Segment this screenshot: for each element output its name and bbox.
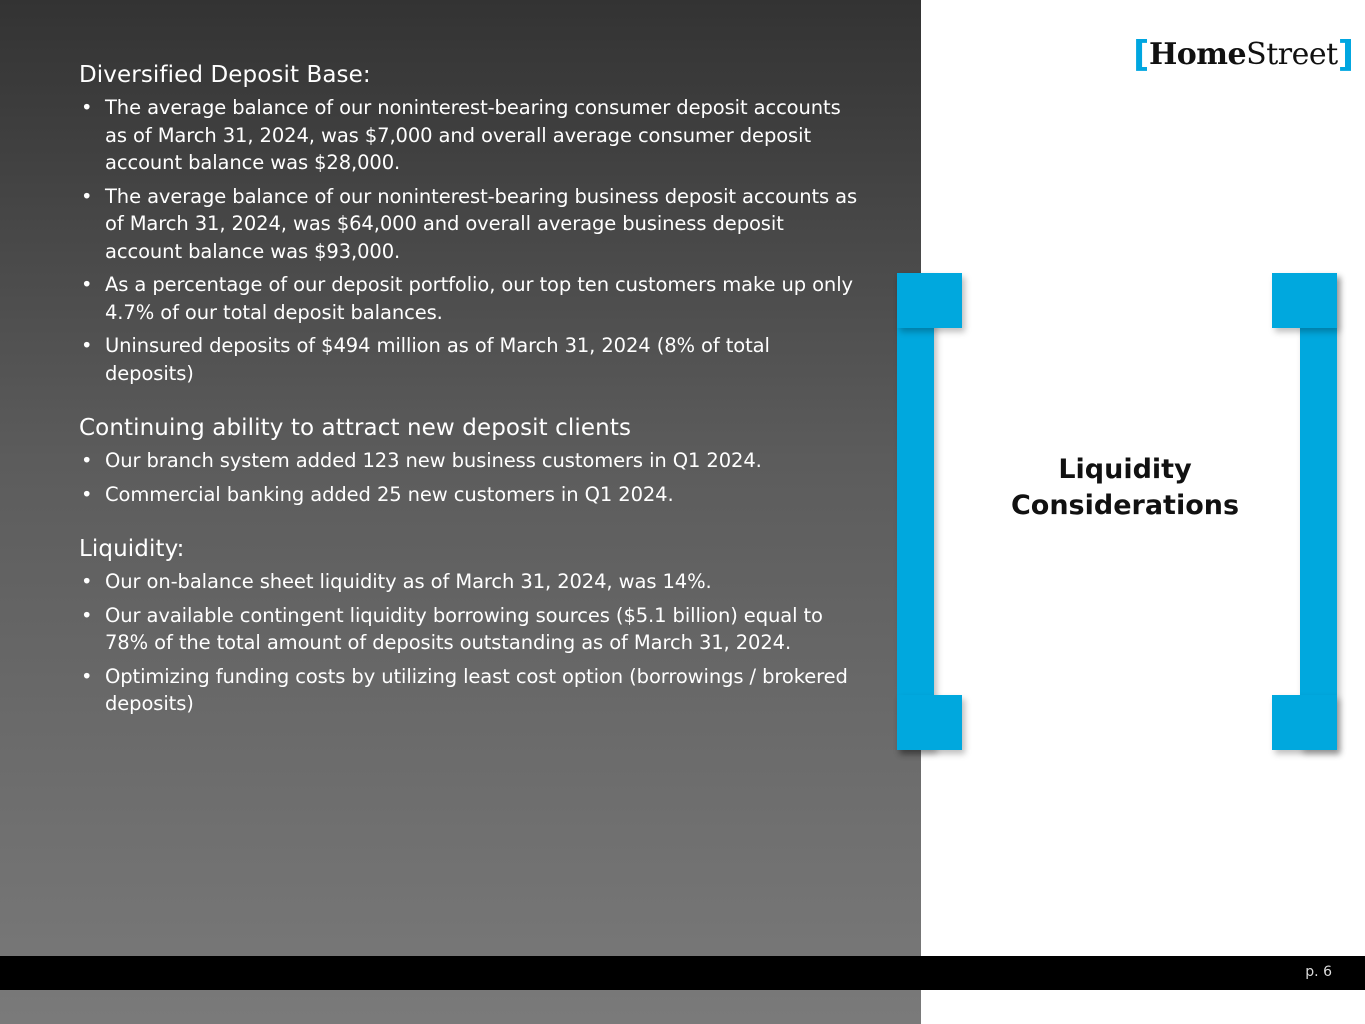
bullet-item: • Our branch system added 123 new busines…	[79, 447, 859, 475]
bullet-item: • Commercial banking added 25 new custome…	[79, 481, 859, 509]
bullet-item: • As a percentage of our deposit portfoli…	[79, 271, 859, 326]
bullet-item: • Uninsured deposits of $494 million as o…	[79, 332, 859, 387]
bullet-icon: •	[81, 334, 93, 357]
bullet-text: The average balance of our noninterest-b…	[105, 184, 858, 263]
bullet-item: • The average balance of our noninterest-…	[79, 183, 859, 266]
section-heading: Liquidity:	[79, 536, 185, 562]
content-panel	[0, 0, 921, 1024]
section: Diversified Deposit Base: • The average ba…	[79, 62, 859, 387]
bullet-list: • Our branch system added 123 new busines…	[79, 447, 859, 508]
section-heading: Diversified Deposit Base:	[79, 62, 371, 88]
bullet-text: Our branch system added 123 new business…	[105, 449, 762, 472]
bullet-item: • The average balance of our noninterest-…	[79, 94, 859, 177]
footer-bar	[0, 956, 1365, 990]
bullet-icon: •	[81, 184, 93, 208]
bullet-item: • Our on-balance sheet liquidity as of Ma…	[79, 568, 859, 596]
logo-street: Street	[1246, 37, 1338, 72]
side-title: Liquidity Considerations	[965, 452, 1285, 524]
bullet-text: The average balance of our noninterest-b…	[105, 96, 841, 174]
bullet-content: Diversified Deposit Base: • The average ba…	[79, 62, 859, 746]
bullet-list: • The average balance of our noninterest-…	[79, 94, 859, 387]
bullet-text: Our on-balance sheet liquidity as of Mar…	[105, 570, 712, 593]
homestreet-logo: [HomeStreet]	[1133, 32, 1354, 75]
bullet-icon: •	[81, 96, 93, 119]
bullet-text: Our available contingent liquidity borro…	[105, 603, 823, 655]
bullet-text: Commercial banking added 25 new customer…	[105, 482, 674, 506]
bullet-list: • Our on-balance sheet liquidity as of Ma…	[79, 568, 859, 718]
bullet-item: • Our available contingent liquidity borr…	[79, 602, 859, 657]
section: Liquidity: • Our on-balance sheet liquidit…	[79, 536, 859, 718]
page-number: p. 6	[1305, 964, 1332, 980]
bullet-icon: •	[81, 482, 93, 506]
logo-home: Home	[1148, 37, 1247, 72]
bullet-icon: •	[81, 449, 93, 472]
bullet-item: • Optimizing funding costs by utilizing l…	[79, 663, 859, 718]
bullet-icon: •	[81, 570, 93, 593]
bullet-icon: •	[81, 664, 93, 688]
logo-bracket-open: [	[1133, 34, 1149, 75]
side-title-line1: Liquidity	[1058, 454, 1192, 485]
logo-bracket-close: ]	[1337, 34, 1354, 75]
bullet-icon: •	[81, 273, 93, 296]
section-heading: Continuing ability to attract new deposi…	[79, 415, 632, 441]
section: Continuing ability to attract new deposi…	[79, 415, 859, 508]
bullet-text: Uninsured deposits of $494 million as of…	[105, 334, 770, 385]
bullet-text: As a percentage of our deposit portfolio…	[105, 273, 853, 324]
bullet-text: Optimizing funding costs by utilizing le…	[105, 664, 848, 716]
side-title-line2: Considerations	[1010, 490, 1240, 521]
bullet-icon: •	[81, 603, 93, 627]
